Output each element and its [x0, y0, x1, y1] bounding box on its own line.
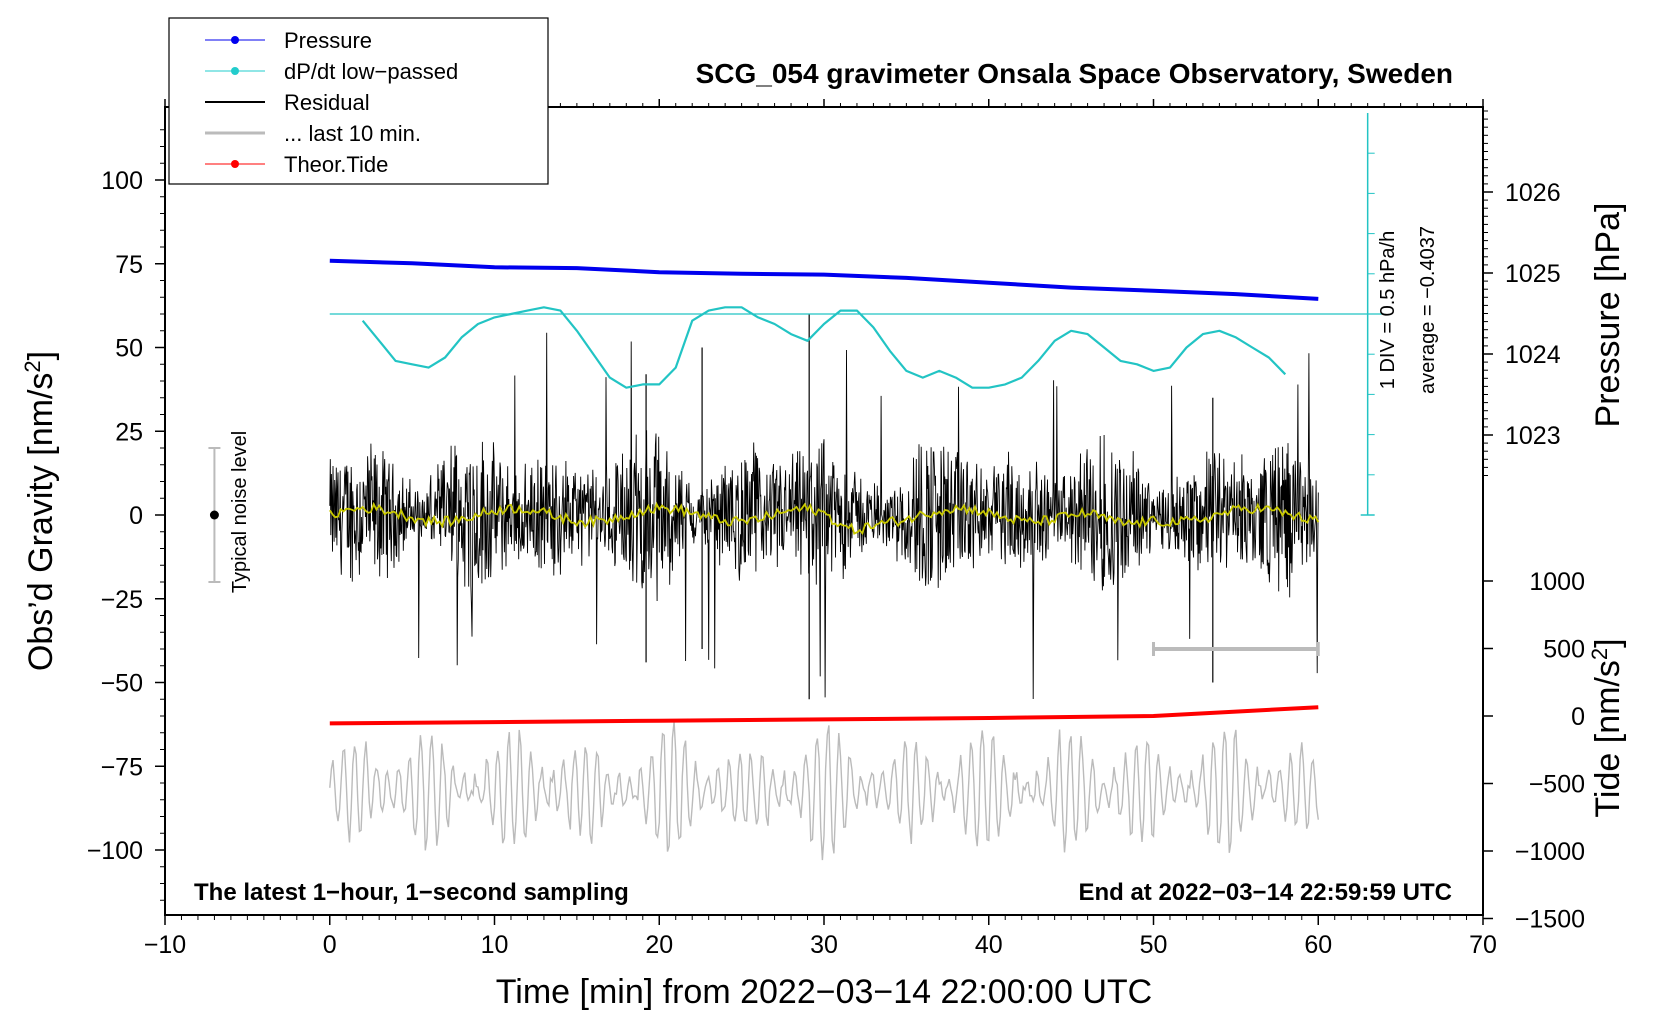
legend-item-tide: Theor.Tide	[205, 152, 388, 177]
pressure-tick-label: 1026	[1505, 179, 1561, 207]
x-tick-label: 60	[1304, 931, 1332, 959]
x-tick-label: 10	[481, 931, 509, 959]
last-10-min-line	[329, 721, 1319, 861]
noise-level-indicator: Typical noise level	[208, 431, 251, 593]
legend-pressure-label: Pressure	[284, 28, 372, 53]
noise-label: Typical noise level	[229, 431, 251, 593]
dpdt-scale: 1 DIV = 0.5 hPa/h average = −0.4037	[1360, 113, 1439, 516]
y-left-tick-label: −75	[101, 753, 143, 781]
legend-item-last10: ... last 10 min.	[205, 121, 421, 146]
y-left-tick-label: 0	[129, 502, 143, 530]
y-left-tick-label: 75	[115, 251, 143, 279]
sampling-annotation: The latest 1−hour, 1−second sampling	[194, 879, 629, 906]
x-tick-label: 50	[1140, 931, 1168, 959]
y-axis-label-pressure: Pressure [hPa]	[1589, 203, 1627, 428]
end-time-annotation: End at 2022−03−14 22:59:59 UTC	[1078, 879, 1452, 906]
legend-dpdt-marker	[231, 67, 239, 75]
dpdt-scale-label: 1 DIV = 0.5 hPa/h	[1377, 231, 1399, 389]
y-left-tick-label: −100	[87, 837, 143, 865]
x-axis-label: Time [min] from 2022−03−14 22:00:00 UTC	[496, 973, 1152, 1011]
y-axis-label-left: Obs’d Gravity [nm/s2]	[20, 351, 60, 671]
legend-residual-label: Residual	[284, 90, 370, 115]
legend-tide-label: Theor.Tide	[284, 152, 388, 177]
y-left-tick-label: 25	[115, 418, 143, 446]
y-axis-label-tide: Tide [nm/s2]	[1587, 638, 1627, 817]
x-tick-label: 30	[810, 931, 838, 959]
tide-tick-label: −500	[1529, 771, 1585, 799]
tide-tick-label: 500	[1543, 636, 1585, 664]
x-tick-label: −10	[144, 931, 186, 959]
y-left-tick-label: 50	[115, 335, 143, 363]
y-left-tick-label: 100	[101, 167, 143, 195]
tide-tick-label: 1000	[1529, 568, 1585, 596]
pressure-line	[329, 258, 1319, 301]
residual-line	[329, 332, 1319, 700]
tide-tick-label: −1500	[1515, 906, 1585, 934]
axis-ticks: −10 0 10 20 30 40 50 60 701007550250−25−50−75−10…	[87, 99, 1585, 959]
legend-item-residual: Residual	[205, 90, 370, 115]
tide-tick-label: 0	[1571, 703, 1585, 731]
x-tick-label: 0	[323, 931, 337, 959]
series-layer	[329, 258, 1385, 861]
y-left-tick-label: −50	[101, 670, 143, 698]
legend-last10-label: ... last 10 min.	[284, 121, 421, 146]
x-tick-label: 20	[645, 931, 673, 959]
x-tick-label: 40	[975, 931, 1003, 959]
dpdt-line	[361, 306, 1287, 389]
noise-center-dot	[209, 510, 219, 520]
x-tick-label: 70	[1469, 931, 1497, 959]
legend-tide-marker	[231, 160, 239, 168]
tide-line	[329, 705, 1319, 726]
tide-tick-label: −1000	[1515, 838, 1585, 866]
pressure-tick-label: 1024	[1505, 341, 1561, 369]
pressure-tick-label: 1023	[1505, 422, 1561, 450]
pressure-tick-label: 1025	[1505, 260, 1561, 288]
dpdt-average-label: average = −0.4037	[1417, 226, 1439, 394]
residual-smoothed-line	[329, 501, 1320, 536]
legend: Pressure dP/dt low−passed Residual ... l…	[168, 17, 549, 185]
legend-item-pressure: Pressure	[205, 28, 372, 53]
legend-dpdt-label: dP/dt low−passed	[284, 59, 458, 84]
legend-item-dpdt: dP/dt low−passed	[205, 59, 458, 84]
y-left-tick-label: −25	[101, 586, 143, 614]
chart-title: SCG_054 gravimeter Onsala Space Observat…	[696, 58, 1453, 89]
legend-pressure-marker	[231, 36, 239, 44]
